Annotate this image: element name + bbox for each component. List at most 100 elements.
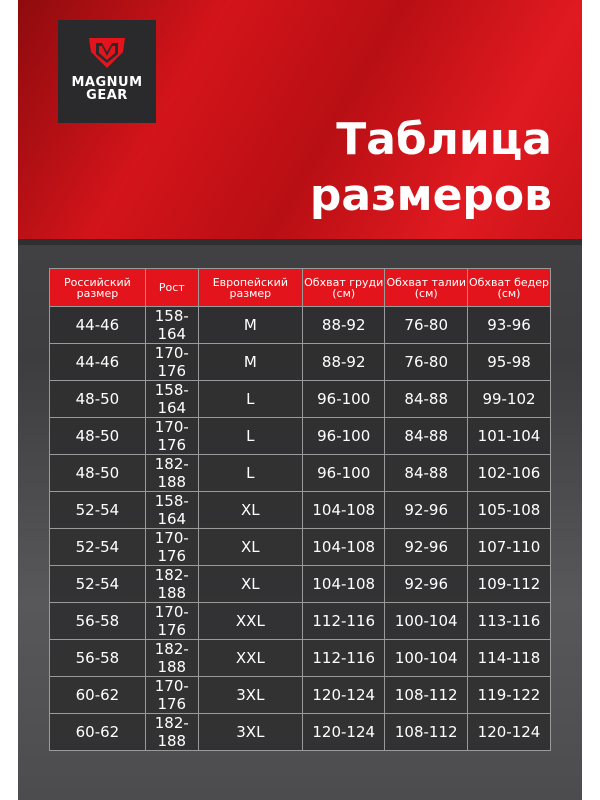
table-cell: 84-88 [384,454,469,492]
table-cell: 182-188 [144,454,199,492]
table-cell: 112-116 [302,639,386,677]
table-row: 56-58 182-188 XXL 112-116 100-104 114-118 [49,639,551,677]
title-line-2: размеров [309,170,552,221]
table-cell: XL [197,565,304,603]
table-cell: 170-176 [144,602,199,640]
table-cell: 107-110 [467,528,551,566]
table-row: 52-54 170-176 XL 104-108 92-96 107-110 [49,528,551,566]
table-cell: 170-176 [144,676,199,714]
table-cell: 96-100 [302,380,386,418]
table-cell: 170-176 [144,528,199,566]
column-header: Европейский размер [197,268,304,307]
table-cell: 88-92 [302,343,386,381]
table-cell: 52-54 [49,528,146,566]
table-cell: 92-96 [384,565,469,603]
table-cell: XXL [197,639,304,677]
table-cell: 48-50 [49,417,146,455]
table-row: 52-54 158-164 XL 104-108 92-96 105-108 [49,491,551,529]
table-header-row: Российский размер Рост Европейский размер О… [49,268,551,307]
table-cell: 170-176 [144,417,199,455]
table-cell: 95-98 [467,343,551,381]
table-cell: 56-58 [49,639,146,677]
table-cell: 114-118 [467,639,551,677]
table-row: 44-46 158-164 M 88-92 76-80 93-96 [49,306,551,344]
table-cell: 109-112 [467,565,551,603]
table-cell: 60-62 [49,676,146,714]
table-cell: 52-54 [49,565,146,603]
brand-name: MAGNUM GEAR [71,76,142,102]
table-cell: 113-116 [467,602,551,640]
table-cell: 48-50 [49,454,146,492]
brand-line-1: MAGNUM [71,75,143,90]
table-row: 52-54 182-188 XL 104-108 92-96 109-112 [49,565,551,603]
column-header: Обхват бедер (см) [467,268,551,307]
table-cell: 52-54 [49,491,146,529]
table-cell: 105-108 [467,491,551,529]
table-row: 48-50 158-164 L 96-100 84-88 99-102 [49,380,551,418]
table-cell: L [197,380,304,418]
table-cell: 100-104 [384,602,469,640]
table-cell: 158-164 [144,380,199,418]
size-chart-panel: MAGNUM GEAR Таблица размеров Российский … [18,0,582,800]
table-cell: XXL [197,602,304,640]
table-cell: 84-88 [384,380,469,418]
shield-m-icon [89,38,125,68]
table-cell: 104-108 [302,491,386,529]
table-row: 60-62 182-188 3XL 120-124 108-112 120-124 [49,713,551,751]
table-cell: 92-96 [384,491,469,529]
table-cell: 102-106 [467,454,551,492]
table-cell: 88-92 [302,306,386,344]
table-cell: L [197,417,304,455]
brand-line-2: GEAR [86,88,128,103]
table-cell: 119-122 [467,676,551,714]
table-cell: M [197,343,304,381]
table-cell: 96-100 [302,454,386,492]
table-cell: 158-164 [144,491,199,529]
column-header: Российский размер [49,268,146,307]
table-row: 60-62 170-176 3XL 120-124 108-112 119-122 [49,676,551,714]
table-cell: 3XL [197,676,304,714]
table-cell: 44-46 [49,306,146,344]
title-line-1: Таблица [336,114,552,165]
page-title: Таблица размеров [310,112,552,224]
table-cell: 96-100 [302,417,386,455]
table-cell: 76-80 [384,343,469,381]
table-cell: 120-124 [302,676,386,714]
column-header: Рост [144,268,199,307]
table-cell: 84-88 [384,417,469,455]
table-cell: 182-188 [144,713,199,751]
table-row: 48-50 170-176 L 96-100 84-88 101-104 [49,417,551,455]
table-cell: L [197,454,304,492]
table-cell: 108-112 [384,713,469,751]
table-cell: 99-102 [467,380,551,418]
column-header: Обхват груди (см) [302,268,386,307]
table-cell: 112-116 [302,602,386,640]
table-cell: XL [197,528,304,566]
table-cell: 120-124 [302,713,386,751]
column-header: Обхват талии (см) [384,268,469,307]
table-cell: 182-188 [144,565,199,603]
table-cell: 158-164 [144,306,199,344]
table-cell: 56-58 [49,602,146,640]
table-cell: 93-96 [467,306,551,344]
table-cell: 182-188 [144,639,199,677]
table-cell: 108-112 [384,676,469,714]
table-cell: M [197,306,304,344]
table-row: 56-58 170-176 XXL 112-116 100-104 113-116 [49,602,551,640]
size-table: Российский размер Рост Европейский размер О… [49,268,551,751]
brand-logo: MAGNUM GEAR [58,20,156,123]
table-row: 48-50 182-188 L 96-100 84-88 102-106 [49,454,551,492]
table-cell: XL [197,491,304,529]
table-cell: 48-50 [49,380,146,418]
table-cell: 104-108 [302,528,386,566]
table-row: 44-46 170-176 M 88-92 76-80 95-98 [49,343,551,381]
table-cell: 100-104 [384,639,469,677]
table-cell: 76-80 [384,306,469,344]
table-cell: 44-46 [49,343,146,381]
table-cell: 170-176 [144,343,199,381]
table-cell: 92-96 [384,528,469,566]
table-cell: 104-108 [302,565,386,603]
table-cell: 3XL [197,713,304,751]
table-cell: 120-124 [467,713,551,751]
table-cell: 60-62 [49,713,146,751]
